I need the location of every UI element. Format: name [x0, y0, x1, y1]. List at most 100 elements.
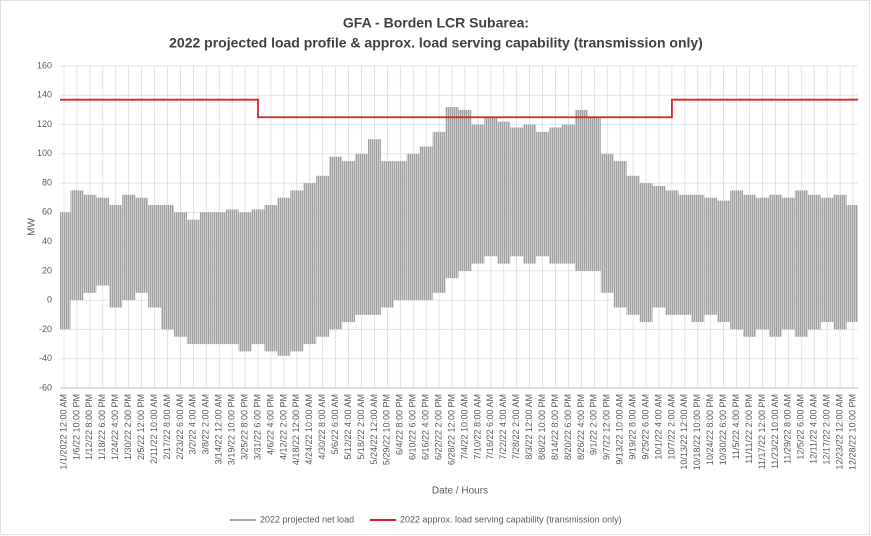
x-tick-label: 7/28/22 2:00 AM [511, 394, 521, 460]
net-load-band [717, 200, 731, 323]
x-tick-label: 9/13/22 10:00 AM [615, 394, 625, 465]
net-load-band [355, 153, 368, 315]
net-load-band [70, 190, 84, 301]
x-tick-label: 1/24/22 4:00 PM [110, 394, 120, 460]
net-load-band [458, 109, 472, 271]
net-load-band [574, 109, 588, 271]
x-tick-label: 12/28/22 10:00 PM [847, 394, 857, 470]
x-tick-label: 2/23/22 6:00 AM [175, 394, 185, 460]
chart-title: GFA - Borden LCR Subarea: [343, 15, 529, 31]
net-load-band [367, 139, 381, 315]
x-tick-label: 1/1/2022 12:00 AM [58, 394, 68, 470]
y-tick-label: 100 [37, 148, 52, 158]
x-tick-label: 6/22/22 2:00 PM [433, 394, 443, 460]
y-tick-label: 40 [42, 236, 52, 246]
net-load-band [781, 197, 795, 330]
x-tick-label: 8/8/22 10:00 PM [537, 394, 547, 460]
x-tick-label: 4/12/22 2:00 PM [278, 394, 288, 460]
x-tick-label: 5/6/22 6:00 AM [330, 394, 340, 455]
net-load-band [83, 194, 97, 293]
net-load-band [768, 194, 782, 337]
net-load-band [238, 212, 252, 352]
net-load-band [264, 205, 278, 352]
net-load-band [432, 131, 446, 293]
x-tick-label: 2/17/22 8:00 AM [162, 394, 172, 460]
x-tick-label: 7/4/22 10:00 AM [459, 394, 469, 460]
net-load-band [846, 205, 858, 323]
y-tick-label: -60 [39, 382, 52, 392]
x-tick-label: 4/6/22 4:00 PM [265, 394, 275, 455]
net-load-band [639, 183, 653, 323]
net-load-band [316, 175, 330, 337]
net-load-band [329, 156, 343, 330]
x-tick-label: 3/2/22 4:00 AM [188, 394, 198, 455]
net-load-band [665, 190, 679, 315]
net-load-band [484, 117, 498, 257]
x-tick-label: 1/12/22 8:00 PM [84, 394, 94, 460]
net-load-band [277, 197, 291, 356]
chart-title: 2022 projected load profile & approx. lo… [169, 35, 703, 51]
legend-label: 2022 approx. load serving capability (tr… [400, 514, 622, 524]
x-tick-label: 8/14/22 8:00 PM [550, 394, 560, 460]
net-load-band [303, 183, 317, 345]
y-tick-label: 140 [37, 90, 52, 100]
x-tick-label: 9/19/22 8:00 AM [627, 394, 637, 460]
y-tick-label: 80 [42, 177, 52, 187]
net-load-band [135, 197, 149, 293]
net-load-band [251, 209, 265, 345]
net-load-band [536, 131, 550, 257]
x-tick-label: 9/1/22 2:00 PM [589, 394, 599, 455]
net-load-band [60, 212, 71, 330]
y-tick-label: 20 [42, 265, 52, 275]
net-load-band [148, 205, 162, 308]
x-tick-label: 4/18/22 12:00 PM [291, 394, 301, 465]
x-tick-label: 5/18/22 2:00 AM [356, 394, 366, 460]
net-load-band [600, 153, 614, 293]
x-tick-label: 8/3/22 12:00 AM [524, 394, 534, 460]
net-load-band [626, 175, 640, 315]
net-load-band [225, 209, 239, 345]
x-axis-title: Date / Hours [432, 486, 488, 497]
net-load-band [794, 190, 808, 337]
x-tick-label: 12/5/22 6:00 AM [796, 394, 806, 460]
net-load-band [96, 197, 110, 286]
net-load-band [161, 205, 174, 330]
x-tick-label: 2/11/22 10:00 AM [149, 394, 159, 464]
net-load-band [730, 190, 744, 330]
x-tick-label: 3/31/22 6:00 PM [252, 394, 262, 460]
x-tick-label: 4/24/22 10:00 AM [304, 394, 314, 465]
y-tick-label: 160 [37, 60, 52, 70]
x-tick-label: 6/10/22 6:00 PM [408, 394, 418, 460]
net-load-band [833, 194, 847, 330]
net-load-band [678, 194, 692, 315]
y-tick-label: 60 [42, 207, 52, 217]
x-tick-label: 10/1/22 4:00 AM [653, 394, 663, 460]
x-tick-label: 12/23/22 12:00 AM [834, 394, 844, 470]
x-tick-label: 3/19/22 10:00 PM [227, 394, 237, 465]
net-load-band [704, 197, 718, 315]
x-tick-label: 10/7/22 2:00 AM [666, 394, 676, 460]
net-load-band [807, 194, 821, 330]
x-tick-label: 5/24/22 12:00 AM [369, 394, 379, 465]
x-tick-label: 3/25/22 8:00 PM [239, 394, 249, 460]
net-load-band [691, 194, 705, 323]
net-load-band [212, 212, 226, 345]
net-load-band [497, 121, 511, 264]
x-tick-label: 10/30/22 6:00 PM [718, 394, 728, 465]
net-load-band [652, 186, 666, 308]
x-tick-label: 10/18/22 10:00 PM [692, 394, 702, 470]
net-load-band [173, 212, 187, 337]
net-load-band [380, 161, 394, 308]
x-tick-label: 11/17/22 12:00 PM [757, 394, 767, 469]
net-load-band [523, 124, 537, 264]
x-tick-label: 11/29/22 8:00 AM [783, 394, 793, 464]
x-tick-label: 9/25/22 6:00 AM [640, 394, 650, 460]
x-tick-label: 6/16/22 4:00 PM [421, 394, 431, 460]
x-tick-label: 7/22/22 4:00 AM [498, 394, 508, 460]
net-load-band [613, 161, 627, 308]
y-tick-label: 0 [47, 295, 52, 305]
x-tick-label: 3/14/22 12:00 AM [214, 394, 224, 465]
x-tick-label: 12/11/22 4:00 AM [809, 394, 819, 464]
x-tick-label: 1/18/22 6:00 PM [97, 394, 107, 460]
x-tick-label: 10/13/22 12:00 AM [679, 394, 689, 470]
